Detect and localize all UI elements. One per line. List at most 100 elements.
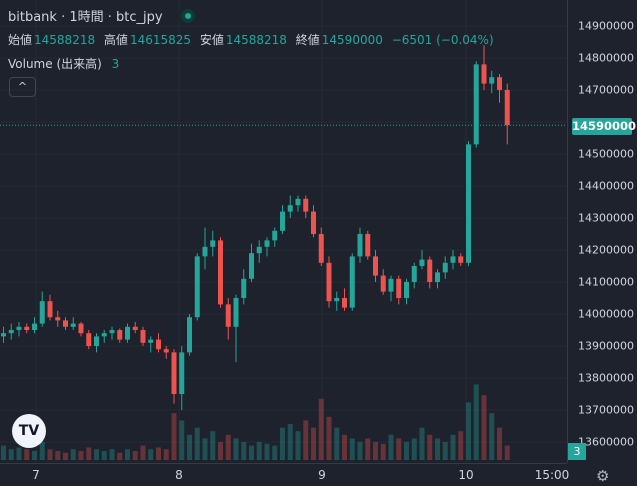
volume-bar [497, 427, 502, 460]
price-tick: 13600000 [578, 435, 634, 449]
price-axis[interactable]: 14900000 14800000 14700000 14500000 1440… [567, 0, 637, 463]
candle-body [442, 262, 448, 273]
candle-body [466, 144, 471, 263]
volume-value: 3 [111, 57, 120, 71]
collapse-legend-button[interactable]: ^ [9, 77, 36, 97]
price-tick: 14200000 [578, 243, 634, 257]
candle-body [318, 234, 324, 263]
price-tick: 13900000 [578, 339, 634, 353]
volume-bar [132, 451, 138, 460]
last-price-label: 14590000 [572, 118, 637, 135]
candle-body [1, 333, 6, 337]
candle-body [365, 234, 371, 257]
candle-body [63, 320, 68, 327]
high-label: 高値 [103, 33, 128, 47]
volume-bar [233, 438, 239, 460]
volume-bar [16, 447, 22, 460]
volume-bar [295, 431, 301, 460]
time-tick: 9 [318, 468, 326, 482]
volume-bar [318, 398, 324, 460]
volume-bar [411, 438, 417, 460]
candle-body [109, 330, 115, 334]
time-tick: 10 [458, 468, 474, 482]
volume-bar [326, 416, 332, 460]
candle-body [342, 298, 347, 308]
price-tick: 14800000 [578, 51, 634, 65]
volume-bar [78, 451, 84, 460]
volume-bar [32, 451, 37, 460]
ohlc-legend: 始値 14588218 高値 14615825 安値 14588218 終値 14590… [8, 31, 499, 48]
volume-bar [140, 445, 146, 460]
price-tick: 14100000 [578, 275, 634, 289]
volume-bar [396, 438, 402, 460]
candle-body [272, 230, 278, 241]
candle-body [194, 256, 200, 318]
candle-body [264, 240, 270, 247]
price-chart[interactable] [0, 0, 567, 463]
candle-body [396, 278, 402, 298]
volume-bar [179, 420, 185, 460]
candle-body [148, 339, 154, 343]
volume-legend[interactable]: Volume (出来高) 3 [8, 55, 124, 72]
volume-bar [311, 427, 316, 460]
volume-bar [225, 434, 231, 460]
volume-bar [125, 449, 130, 460]
symbol-title[interactable]: bitbank · 1時間 · btc_jpy [8, 10, 163, 25]
volume-bar [280, 427, 285, 460]
time-tick: 8 [175, 468, 183, 482]
gear-icon[interactable]: ⚙ [596, 467, 610, 485]
volume-bar [342, 434, 347, 460]
volume-bar [55, 451, 61, 460]
volume-bar [47, 449, 53, 460]
candle-body [70, 323, 76, 327]
candle-body [419, 259, 425, 266]
chevron-up-icon: ^ [17, 80, 28, 93]
candle-body [117, 330, 123, 340]
candle-body [481, 64, 487, 84]
volume-bar [272, 445, 278, 460]
low-value: 14588218 [225, 33, 287, 47]
open-value: 14588218 [34, 33, 96, 47]
candle-body [295, 198, 301, 206]
price-tick: 13800000 [578, 371, 634, 385]
volume-bar [171, 413, 177, 460]
candle-body [280, 211, 285, 231]
volume-bar [419, 427, 425, 460]
volume-bar [380, 443, 386, 460]
candle-body [55, 317, 61, 321]
volume-bar [388, 434, 394, 460]
candle-body [179, 352, 185, 394]
candle-body [210, 240, 216, 247]
symbol-header[interactable]: bitbank · 1時間 · btc_jpy [8, 6, 195, 25]
volume-bar [156, 447, 161, 460]
close-label: 終値 [295, 33, 320, 47]
volume-bar [39, 442, 45, 460]
candle-body [202, 246, 208, 257]
time-axis[interactable]: 7 8 9 10 15:00 [0, 463, 569, 486]
candle-body [489, 77, 495, 84]
candle-body [404, 282, 409, 298]
price-tick: 14700000 [578, 83, 634, 97]
high-value: 14615825 [129, 33, 192, 47]
price-tick: 13700000 [578, 403, 634, 417]
volume-bar [86, 447, 92, 460]
candle-body [187, 317, 192, 353]
candle-body [225, 304, 231, 327]
volume-label: Volume (出来高) [8, 57, 102, 71]
candle-body [163, 349, 169, 353]
volume-bar [218, 442, 223, 460]
price-tick: 14400000 [578, 179, 634, 193]
volume-bar [101, 451, 107, 460]
last-volume-label: 3 [568, 443, 586, 460]
volume-bar [442, 442, 448, 460]
price-tick: 14000000 [578, 307, 634, 321]
market-status-icon [180, 9, 195, 23]
candle-body [86, 333, 92, 346]
volume-bar [264, 443, 270, 460]
candle-body [380, 275, 386, 292]
tradingview-logo[interactable]: TV [12, 414, 46, 448]
volume-bar [334, 427, 340, 460]
volume-bar [473, 384, 479, 460]
volume-bar [202, 438, 208, 460]
volume-bar [373, 442, 378, 460]
